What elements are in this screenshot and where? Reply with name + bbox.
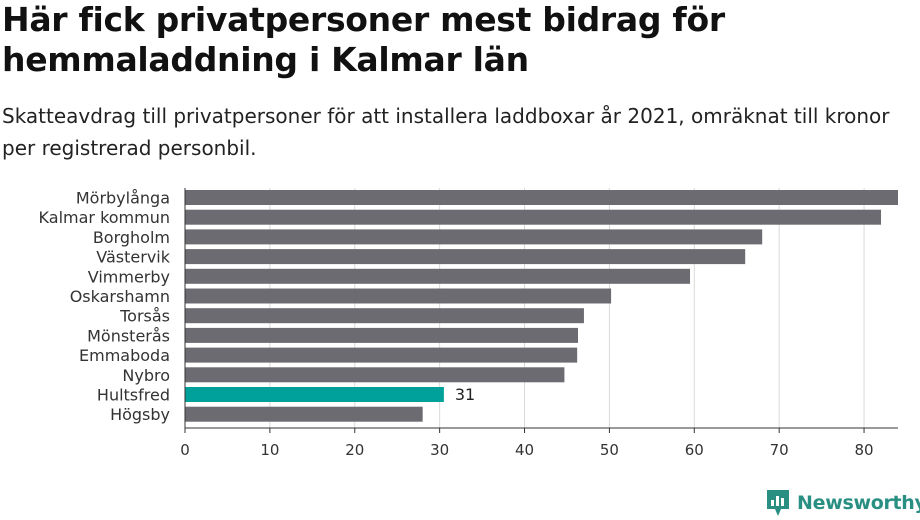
bar bbox=[185, 347, 578, 363]
category-label: Mörbylånga bbox=[76, 189, 170, 208]
x-tick-label: 0 bbox=[180, 441, 190, 459]
x-tick-label: 70 bbox=[770, 441, 789, 459]
category-label: Hultsfred bbox=[97, 386, 170, 405]
bar bbox=[185, 367, 565, 383]
category-label: Torsås bbox=[119, 307, 170, 326]
chart-title: Här fick privatpersoner mest bidrag för … bbox=[2, 0, 725, 79]
category-label: Emmaboda bbox=[79, 346, 170, 365]
x-tick-label: 60 bbox=[685, 441, 704, 459]
data-label: 31 bbox=[455, 385, 475, 404]
x-tick-label: 80 bbox=[855, 441, 874, 459]
category-label: Oskarshamn bbox=[70, 287, 170, 306]
bar bbox=[185, 190, 898, 205]
x-tick-label: 10 bbox=[260, 441, 279, 459]
bar bbox=[185, 387, 444, 402]
newsworthy-logo-icon bbox=[767, 490, 789, 516]
category-label: Västervik bbox=[96, 248, 170, 267]
bar bbox=[185, 229, 763, 245]
x-axis: 0 10 20 30 40 50 60 70 80 bbox=[180, 188, 898, 459]
category-label: Vimmerby bbox=[88, 267, 170, 286]
bar bbox=[185, 268, 691, 284]
bar bbox=[185, 249, 746, 265]
brand-name: Newsworthy bbox=[797, 492, 920, 514]
x-tick-label: 30 bbox=[430, 441, 449, 459]
x-tick-label: 40 bbox=[515, 441, 534, 459]
bar bbox=[185, 288, 612, 304]
bars bbox=[185, 190, 898, 422]
x-tick-label: 20 bbox=[345, 441, 364, 459]
bar bbox=[185, 406, 423, 422]
bar bbox=[185, 209, 882, 225]
bar bbox=[185, 327, 578, 343]
category-label: Borgholm bbox=[93, 228, 170, 247]
category-label: Mönsterås bbox=[87, 326, 170, 345]
category-label: Kalmar kommun bbox=[39, 208, 170, 227]
category-label: Nybro bbox=[122, 366, 170, 385]
bar bbox=[185, 308, 584, 324]
newsworthy-logo[interactable]: Newsworthy bbox=[765, 488, 920, 518]
category-label: Högsby bbox=[110, 405, 170, 424]
x-tick-label: 50 bbox=[600, 441, 619, 459]
chart-subtitle: Skatteavdrag till privatpersoner för att… bbox=[2, 104, 890, 160]
